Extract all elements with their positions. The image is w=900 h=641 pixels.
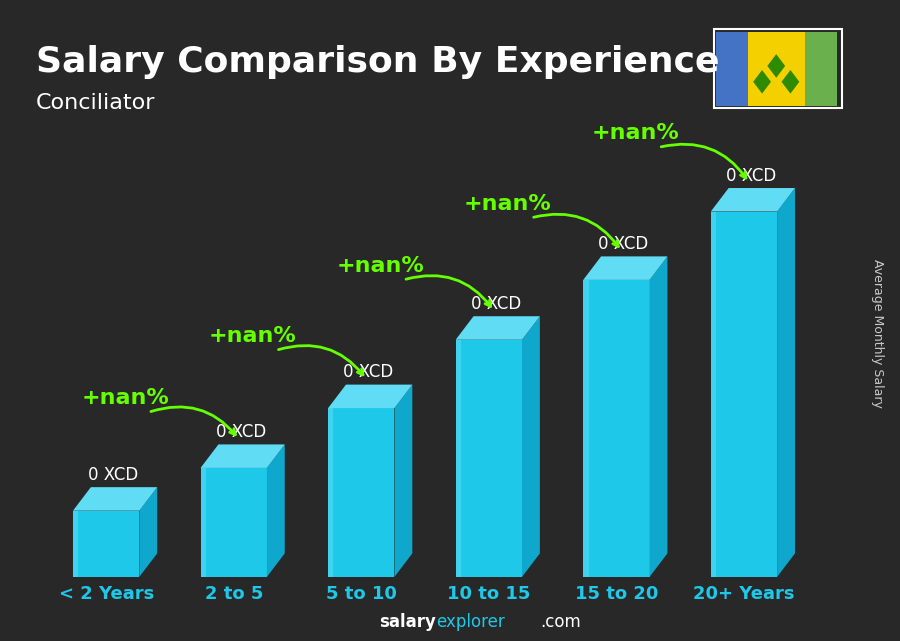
Polygon shape (201, 444, 284, 468)
Text: 0 XCD: 0 XCD (598, 235, 649, 253)
Polygon shape (267, 444, 284, 577)
Polygon shape (777, 188, 795, 577)
Polygon shape (328, 385, 412, 408)
Text: 0 XCD: 0 XCD (216, 423, 266, 441)
Bar (201, 468, 206, 577)
Polygon shape (73, 487, 158, 511)
Polygon shape (394, 385, 412, 577)
Text: 0 XCD: 0 XCD (726, 167, 776, 185)
Polygon shape (650, 256, 668, 577)
Text: 0 XCD: 0 XCD (471, 295, 521, 313)
Text: Salary Comparison By Experience: Salary Comparison By Experience (36, 45, 719, 79)
Bar (748, 32, 805, 106)
Bar (583, 280, 589, 577)
Text: 0 XCD: 0 XCD (88, 466, 139, 484)
Text: 0 XCD: 0 XCD (343, 363, 393, 381)
Bar (73, 511, 140, 577)
Text: +nan%: +nan% (81, 388, 169, 408)
Polygon shape (711, 188, 795, 212)
Text: +nan%: +nan% (464, 194, 552, 213)
Polygon shape (140, 487, 158, 577)
Text: +nan%: +nan% (209, 326, 297, 346)
Bar (583, 280, 650, 577)
Text: +nan%: +nan% (591, 123, 680, 143)
Bar (805, 32, 837, 106)
Text: salary: salary (380, 613, 436, 631)
Bar (201, 468, 267, 577)
Bar (711, 212, 716, 577)
Bar (73, 511, 78, 577)
Bar (328, 408, 333, 577)
Bar (455, 340, 522, 577)
Text: explorer: explorer (436, 613, 505, 631)
Polygon shape (781, 70, 799, 94)
Polygon shape (768, 54, 785, 78)
Polygon shape (455, 316, 540, 340)
Text: +nan%: +nan% (337, 256, 424, 276)
Bar (328, 408, 394, 577)
Text: Average Monthly Salary: Average Monthly Salary (871, 259, 884, 408)
Polygon shape (583, 256, 668, 280)
Text: Conciliator: Conciliator (36, 93, 156, 113)
Bar (716, 32, 748, 106)
Polygon shape (522, 316, 540, 577)
Bar (711, 212, 777, 577)
Polygon shape (753, 70, 771, 94)
Bar (455, 340, 461, 577)
Text: .com: .com (540, 613, 580, 631)
